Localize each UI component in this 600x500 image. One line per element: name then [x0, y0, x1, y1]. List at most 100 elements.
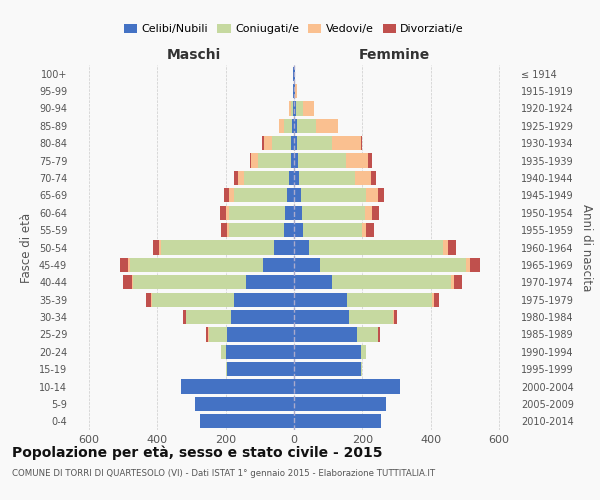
Bar	[229, 188, 234, 202]
Bar	[250, 154, 251, 168]
Bar	[377, 328, 379, 342]
Bar	[320, 258, 466, 272]
Bar	[371, 206, 379, 220]
Bar	[443, 240, 448, 254]
Bar	[294, 136, 298, 150]
Bar	[346, 154, 368, 168]
Bar	[293, 84, 294, 98]
Bar	[290, 154, 294, 168]
Bar	[393, 310, 394, 324]
Bar	[186, 310, 187, 324]
Bar	[366, 188, 377, 202]
Bar	[274, 240, 294, 254]
Bar	[246, 275, 294, 289]
Bar	[295, 84, 297, 98]
Bar	[153, 240, 159, 254]
Bar	[454, 275, 463, 289]
Bar	[347, 292, 433, 307]
Bar	[294, 275, 332, 289]
Bar	[130, 258, 263, 272]
Bar	[362, 223, 367, 237]
Bar	[289, 102, 291, 116]
Bar	[226, 206, 229, 220]
Bar	[371, 171, 376, 185]
Bar	[451, 275, 454, 289]
Bar	[132, 275, 133, 289]
Bar	[294, 397, 386, 411]
Bar	[161, 240, 274, 254]
Bar	[221, 223, 227, 237]
Bar	[244, 171, 289, 185]
Bar	[297, 118, 316, 133]
Bar	[293, 66, 294, 81]
Bar	[159, 240, 161, 254]
Bar	[133, 275, 246, 289]
Bar	[434, 292, 439, 307]
Bar	[278, 118, 284, 133]
Bar	[226, 362, 227, 376]
Bar	[294, 240, 310, 254]
Bar	[294, 362, 361, 376]
Bar	[302, 102, 314, 116]
Bar	[294, 154, 298, 168]
Bar	[377, 188, 384, 202]
Bar	[123, 275, 132, 289]
Bar	[120, 258, 128, 272]
Bar	[302, 206, 365, 220]
Bar	[379, 328, 380, 342]
Bar	[181, 380, 294, 394]
Bar	[264, 136, 272, 150]
Bar	[357, 328, 377, 342]
Bar	[258, 154, 290, 168]
Bar	[470, 258, 480, 272]
Bar	[238, 171, 244, 185]
Bar	[206, 328, 208, 342]
Bar	[227, 362, 294, 376]
Bar	[262, 136, 264, 150]
Text: Maschi: Maschi	[167, 48, 221, 62]
Bar	[284, 223, 294, 237]
Bar	[302, 223, 362, 237]
Bar	[292, 118, 294, 133]
Bar	[291, 102, 293, 116]
Bar	[294, 188, 301, 202]
Bar	[294, 328, 357, 342]
Bar	[299, 171, 355, 185]
Text: COMUNE DI TORRI DI QUARTESOLO (VI) - Dati ISTAT 1° gennaio 2015 - Elaborazione T: COMUNE DI TORRI DI QUARTESOLO (VI) - Dat…	[12, 469, 435, 478]
Bar	[151, 292, 152, 307]
Bar	[355, 171, 371, 185]
Bar	[294, 66, 295, 81]
Bar	[208, 328, 209, 342]
Bar	[368, 154, 371, 168]
Bar	[349, 310, 393, 324]
Bar	[294, 171, 299, 185]
Bar	[296, 102, 302, 116]
Bar	[365, 206, 371, 220]
Bar	[332, 136, 361, 150]
Bar	[220, 206, 226, 220]
Bar	[226, 344, 294, 359]
Bar	[448, 240, 456, 254]
Bar	[466, 258, 470, 272]
Bar	[272, 136, 291, 150]
Bar	[183, 310, 186, 324]
Bar	[195, 397, 294, 411]
Text: Femmine: Femmine	[358, 48, 430, 62]
Bar	[286, 206, 294, 220]
Bar	[234, 188, 287, 202]
Bar	[287, 188, 294, 202]
Bar	[251, 154, 258, 168]
Bar	[227, 223, 229, 237]
Bar	[294, 84, 295, 98]
Bar	[294, 206, 302, 220]
Bar	[298, 136, 332, 150]
Bar	[361, 362, 362, 376]
Bar	[221, 344, 226, 359]
Bar	[294, 310, 349, 324]
Y-axis label: Fasce di età: Fasce di età	[20, 212, 33, 282]
Bar	[294, 414, 381, 428]
Legend: Celibi/Nubili, Coniugati/e, Vedovi/e, Divorziati/e: Celibi/Nubili, Coniugati/e, Vedovi/e, Di…	[119, 20, 469, 39]
Bar	[289, 171, 294, 185]
Bar	[224, 188, 229, 202]
Bar	[284, 118, 292, 133]
